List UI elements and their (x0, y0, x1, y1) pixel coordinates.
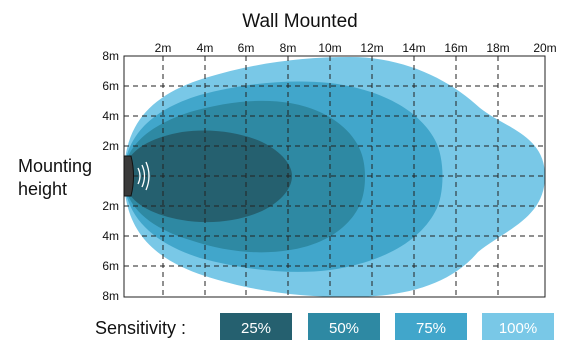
legend-swatch-25 (220, 313, 292, 340)
legend-text-25: 25% (241, 320, 271, 337)
grid-lines (124, 56, 545, 297)
legend-label: Sensitivity : (95, 318, 186, 338)
y-tick-label: 4m (102, 109, 119, 123)
x-tick-label: 16m (444, 41, 467, 55)
x-axis-labels: 2m 4m 6m 8m 10m 12m 14m 16m 18m 20m (155, 41, 557, 55)
y-tick-label: 2m (102, 139, 119, 153)
x-tick-label: 20m (533, 41, 556, 55)
legend-swatch-50 (308, 313, 380, 340)
y-tick-label: 4m (102, 229, 119, 243)
x-tick-label: 18m (486, 41, 509, 55)
legend-text-100: 100% (499, 320, 537, 337)
y-tick-label: 6m (102, 79, 119, 93)
x-tick-label: 10m (318, 41, 341, 55)
legend-swatch-100 (482, 313, 554, 340)
mounting-height-label-line2: height (18, 179, 67, 199)
x-tick-label: 4m (197, 41, 214, 55)
x-tick-label: 14m (402, 41, 425, 55)
legend-text-50: 50% (329, 320, 359, 337)
legend-swatch-75 (395, 313, 467, 340)
diagram-title: Wall Mounted (242, 11, 357, 32)
legend-text-75: 75% (416, 320, 446, 337)
x-tick-label: 6m (238, 41, 255, 55)
x-tick-label: 2m (155, 41, 172, 55)
y-tick-label: 2m (102, 199, 119, 213)
y-axis-labels: 8m 6m 4m 2m 2m 4m 6m 8m (102, 49, 119, 303)
mounting-height-label-line1: Mounting (18, 156, 92, 176)
y-tick-label: 8m (102, 49, 119, 63)
sensor-icon (123, 155, 150, 197)
detection-zones (124, 57, 545, 297)
y-tick-label: 6m (102, 259, 119, 273)
y-tick-label: 8m (102, 289, 119, 303)
x-tick-label: 12m (360, 41, 383, 55)
sensitivity-legend: Sensitivity : 25% 50% 75% 100% (95, 313, 554, 340)
x-tick-label: 8m (280, 41, 297, 55)
